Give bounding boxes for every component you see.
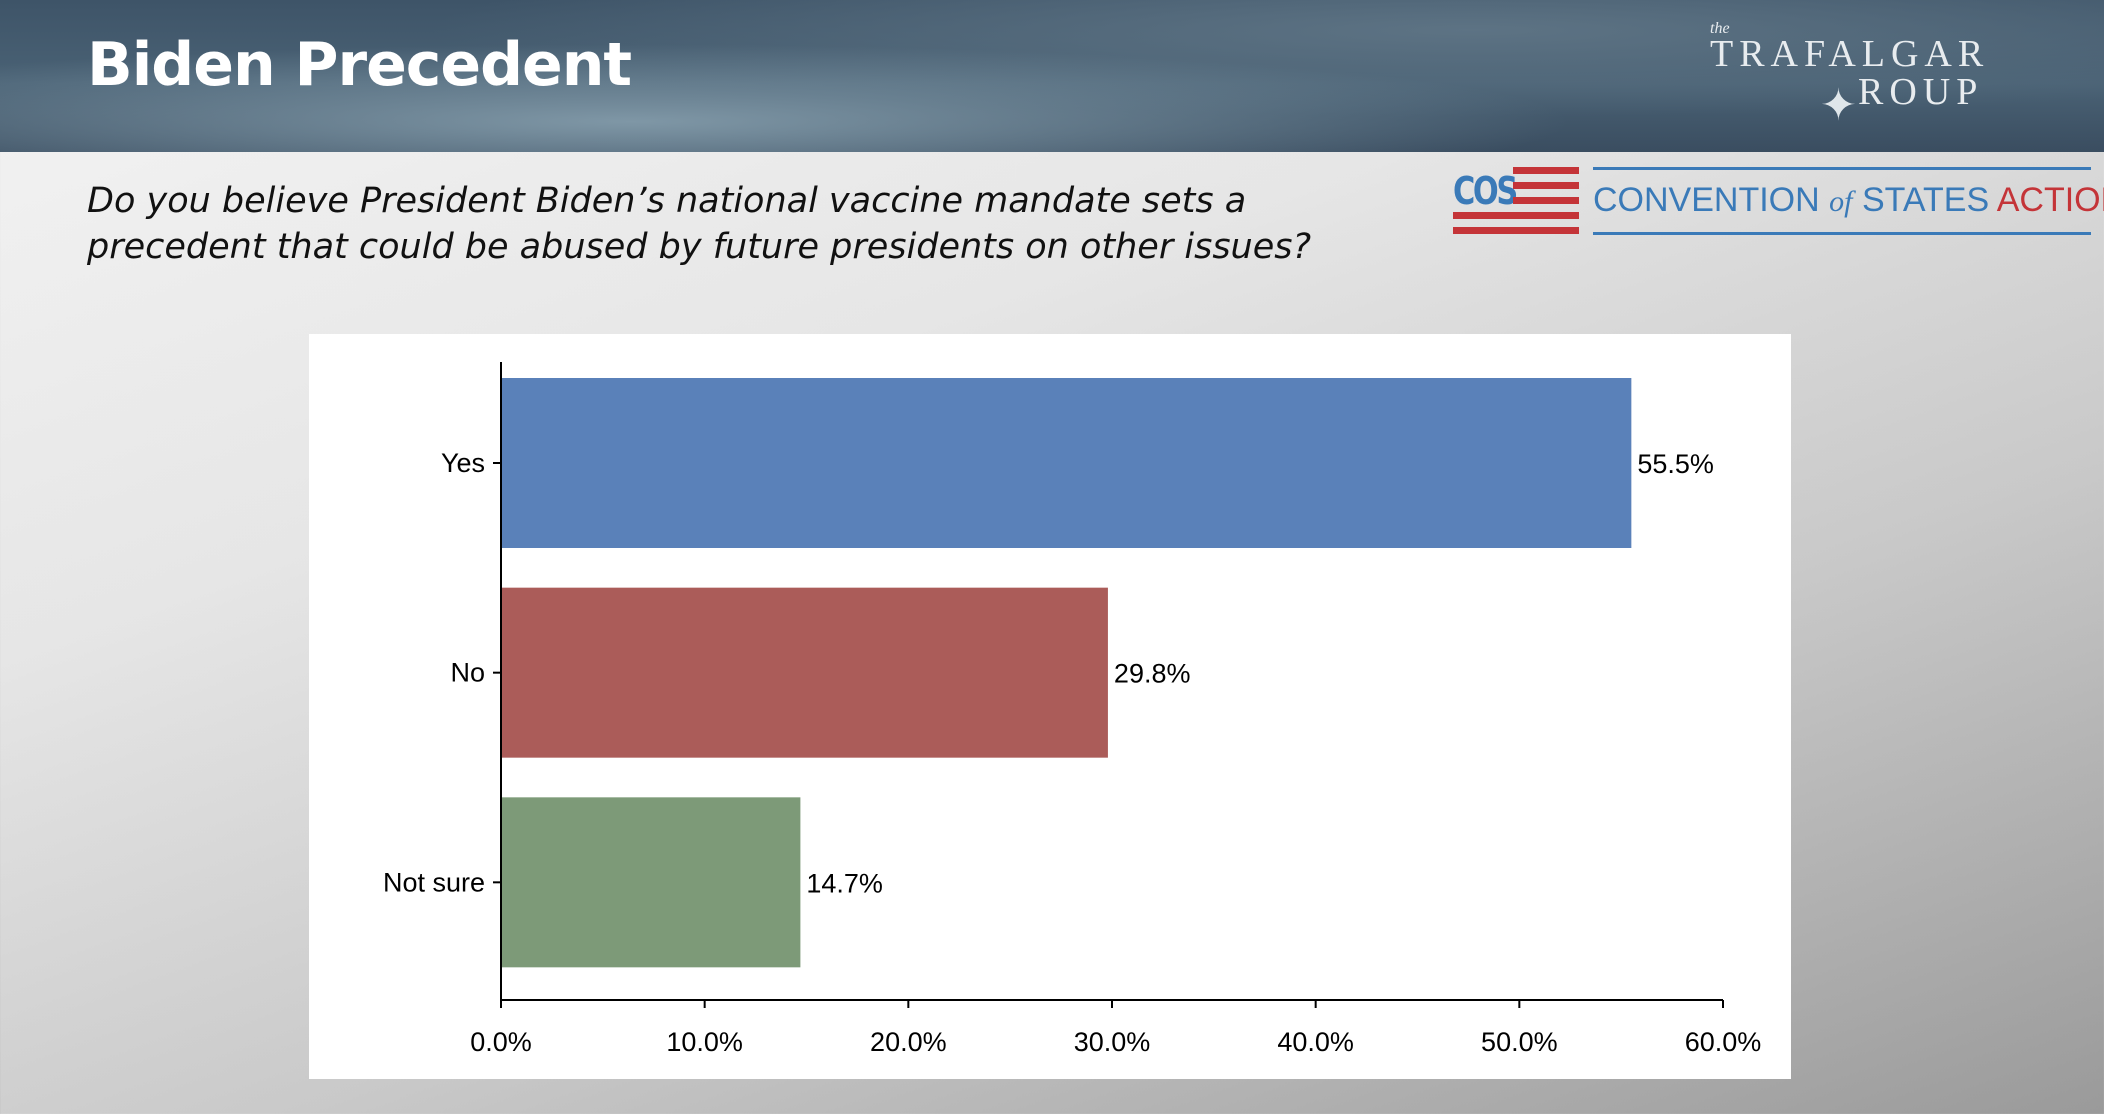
cos-mark: COS	[1453, 169, 1518, 213]
data-label: 29.8%	[1114, 659, 1191, 689]
x-tick-label: 10.0%	[666, 1027, 743, 1057]
data-label: 14.7%	[806, 868, 883, 898]
divider	[1593, 167, 2091, 170]
bar-chart: Yes 55.5% No 29.8% Not sure 14.7% 0.0% 10.0% 20.…	[383, 362, 1762, 1057]
cos-action: ACTION	[1996, 181, 2104, 219]
flag-stripe	[1453, 227, 1579, 234]
category-label: Not sure	[383, 867, 485, 897]
cos-of: of	[1829, 185, 1853, 218]
category-label: Yes	[441, 448, 485, 478]
bar-no	[501, 587, 1108, 758]
cos-states: STATES	[1861, 181, 1990, 219]
data-label: 55.5%	[1637, 449, 1714, 479]
convention-of-states-logo: COS CONVENTION of STATES ACTION	[1453, 165, 2104, 237]
flag-stripe	[1453, 212, 1579, 219]
x-tick-label: 50.0%	[1481, 1027, 1558, 1057]
x-tick-label: 40.0%	[1277, 1027, 1354, 1057]
cos-name: CONVENTION of STATES ACTION	[1593, 181, 2104, 220]
divider	[1593, 232, 2091, 235]
header-banner: Biden Precedent the TRAFALGAR ROUP ✦	[0, 0, 2104, 152]
logo-line1: TRAFALGAR	[1710, 33, 1990, 75]
x-tick-label: 20.0%	[870, 1027, 947, 1057]
page-title: Biden Precedent	[87, 30, 632, 100]
x-tick-label: 30.0%	[1074, 1027, 1151, 1057]
bar-not-sure	[501, 797, 801, 968]
flag-stripe	[1513, 167, 1579, 174]
flag-stripe	[1513, 197, 1579, 204]
bar-yes	[501, 378, 1632, 548]
trafalgar-group-logo: the TRAFALGAR ROUP ✦	[1708, 18, 2018, 130]
x-tick-label: 60.0%	[1685, 1027, 1762, 1057]
logo-the: the	[1710, 20, 1730, 37]
x-tick-label: 0.0%	[470, 1027, 532, 1057]
logo-line2: ROUP	[1858, 71, 1984, 113]
chart-panel: Yes 55.5% No 29.8% Not sure 14.7% 0.0% 10.0% 20.…	[309, 334, 1791, 1079]
compass-star-icon: ✦	[1820, 81, 1857, 130]
cos-convention: CONVENTION	[1593, 181, 1820, 219]
flag-stripe	[1513, 182, 1579, 189]
survey-question: Do you believe President Biden’s nationa…	[87, 181, 1312, 267]
category-label: No	[450, 658, 485, 688]
